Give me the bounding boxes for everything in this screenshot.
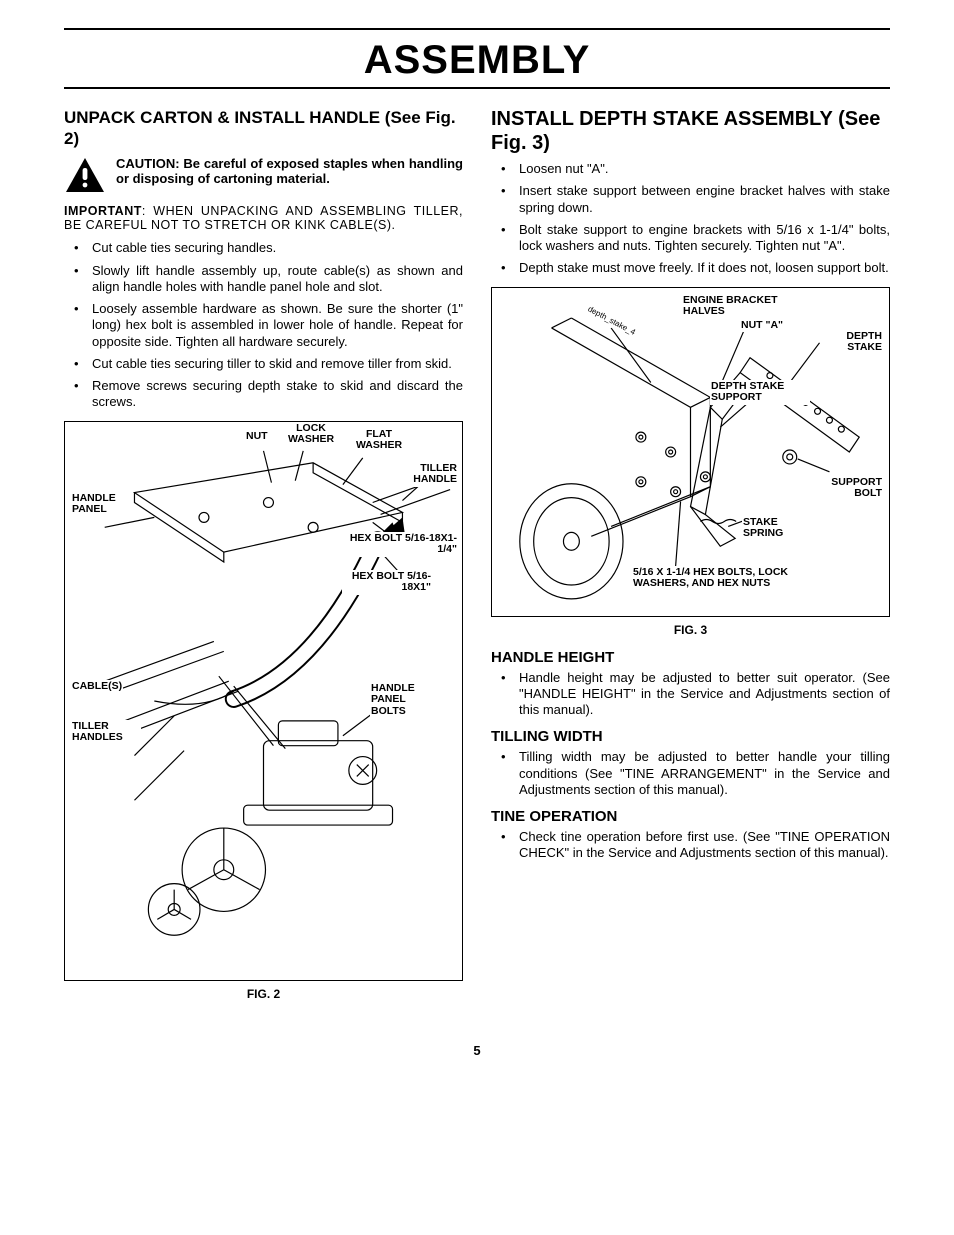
list-item: Loosely assemble hardware as shown. Be s… <box>68 301 463 350</box>
label-depth-stake: DEPTH STAKE <box>833 330 883 355</box>
rule-under-title <box>64 87 890 89</box>
document-page: ASSEMBLY UNPACK CARTON & INSTALL HANDLE … <box>0 0 954 1098</box>
list-item: Remove screws securing depth stake to sk… <box>68 378 463 411</box>
label-stake-spring: STAKE SPRING <box>742 516 802 541</box>
handle-height-title: HANDLE HEIGHT <box>491 649 890 666</box>
important-text: IMPORTANT: WHEN UNPACKING AND ASSEMBLING… <box>64 204 463 233</box>
left-column: UNPACK CARTON & INSTALL HANDLE (See Fig.… <box>64 107 463 1013</box>
two-column-layout: UNPACK CARTON & INSTALL HANDLE (See Fig.… <box>64 107 890 1013</box>
tilling-width-list: Tilling width may be adjusted to better … <box>491 749 890 798</box>
figure-2: NUT LOCK WASHER FLAT WASHER TILLER HANDL… <box>64 421 463 981</box>
list-item: Bolt stake support to engine brackets wi… <box>495 222 890 255</box>
unpack-heading: UNPACK CARTON & INSTALL HANDLE (See Fig.… <box>64 107 463 150</box>
caution-block: CAUTION: Be careful of exposed staples w… <box>64 156 463 194</box>
tine-operation-list: Check tine operation before first use. (… <box>491 829 890 862</box>
label-cables: CABLE(S) <box>71 680 123 694</box>
install-bullet-list: Loosen nut "A". Insert stake support bet… <box>491 161 890 277</box>
important-label: IMPORTANT <box>64 204 142 218</box>
list-item: Cut cable ties securing tiller to skid a… <box>68 356 463 372</box>
label-handle-panel-bolts: HANDLE PANEL BOLTS <box>370 682 432 719</box>
label-handle-panel: HANDLE PANEL <box>71 492 129 517</box>
unpack-bullet-list: Cut cable ties securing handles. Slowly … <box>64 240 463 410</box>
tine-operation-title: TINE OPERATION <box>491 808 890 825</box>
right-column: INSTALL DEPTH STAKE ASSEMBLY (See Fig. 3… <box>491 107 890 1013</box>
rule-top <box>64 28 890 30</box>
list-item: Slowly lift handle assembly up, route ca… <box>68 263 463 296</box>
figure-3: depth_stake_4 ENGINE BRACKET HALVES NUT … <box>491 287 890 617</box>
tilling-width-title: TILLING WIDTH <box>491 728 890 745</box>
label-hex-bolt-long: HEX BOLT 5/16-18X1-1/4" <box>348 532 458 557</box>
list-item: Loosen nut "A". <box>495 161 890 177</box>
label-engine-bracket: ENGINE BRACKET HALVES <box>682 294 802 319</box>
page-title: ASSEMBLY <box>64 38 890 83</box>
label-depth-stake-support: DEPTH STAKE SUPPORT <box>710 380 810 405</box>
warning-icon <box>64 156 106 194</box>
fig2-caption: FIG. 2 <box>64 987 463 1001</box>
label-tiller-handle: TILLER HANDLE <box>398 462 458 487</box>
label-flat-washer: FLAT WASHER <box>351 428 407 453</box>
label-hex-bolts: 5/16 X 1-1/4 HEX BOLTS, LOCK WASHERS, AN… <box>632 566 802 591</box>
label-hex-bolt-short: HEX BOLT 5/16-18X1" <box>342 570 432 595</box>
caution-text: CAUTION: Be careful of exposed staples w… <box>116 156 463 187</box>
label-tiller-handles: TILLER HANDLES <box>71 720 141 745</box>
list-item: Tilling width may be adjusted to better … <box>495 749 890 798</box>
list-item: Insert stake support between engine brac… <box>495 183 890 216</box>
list-item: Depth stake must move freely. If it does… <box>495 260 890 276</box>
label-lock-washer: LOCK WASHER <box>283 422 339 447</box>
list-item: Check tine operation before first use. (… <box>495 829 890 862</box>
label-nut: NUT <box>245 430 269 444</box>
fig3-caption: FIG. 3 <box>491 623 890 637</box>
label-nut-a: NUT "A" <box>740 319 784 333</box>
list-item: Cut cable ties securing handles. <box>68 240 463 256</box>
page-number: 5 <box>64 1043 890 1058</box>
install-heading: INSTALL DEPTH STAKE ASSEMBLY (See Fig. 3… <box>491 107 890 155</box>
label-support-bolt: SUPPORT BOLT <box>813 476 883 501</box>
handle-height-list: Handle height may be adjusted to better … <box>491 670 890 719</box>
list-item: Handle height may be adjusted to better … <box>495 670 890 719</box>
